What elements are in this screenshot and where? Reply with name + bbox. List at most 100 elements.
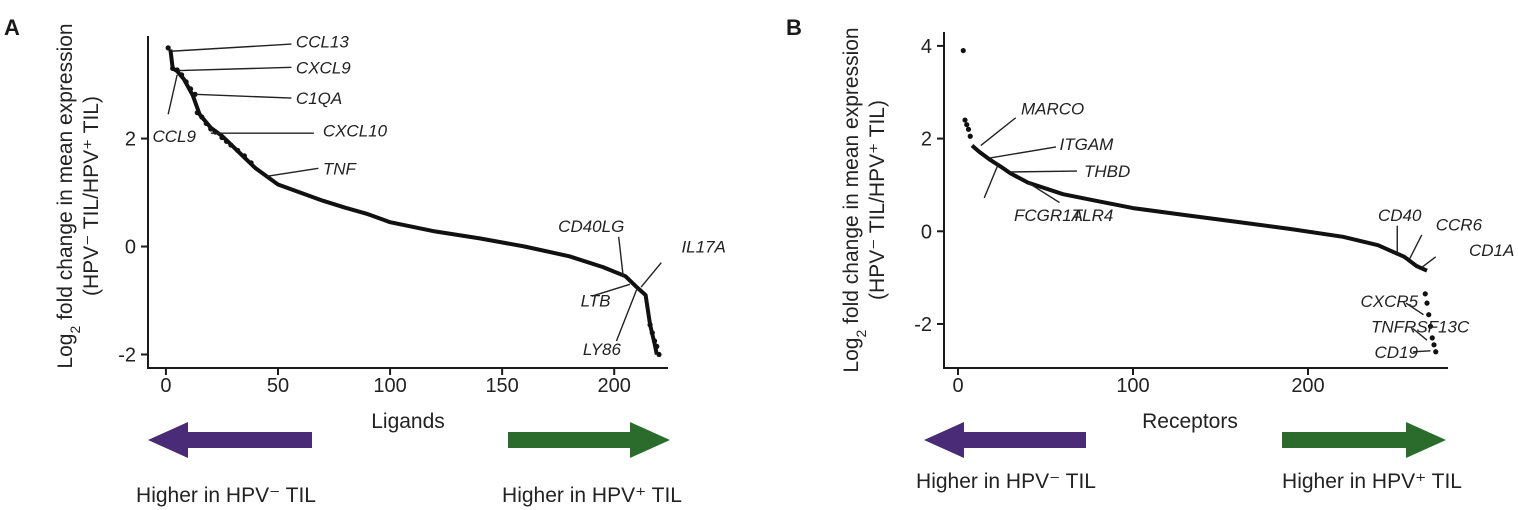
data-point: [967, 133, 973, 139]
data-point: [203, 120, 209, 127]
data-point: [1422, 291, 1428, 297]
annotation-label-ltb: LTB: [581, 292, 611, 311]
y-tick-label: 4: [921, 36, 932, 58]
y-tick-label: 2: [125, 129, 136, 151]
annotation-label-tnfrsf13c: TNFRSF13C: [1371, 317, 1470, 336]
annotation-leader-itgam: [989, 146, 1057, 159]
annotation-label-tnf: TNF: [323, 159, 358, 178]
data-point: [649, 330, 655, 336]
panel-b-left-caption: Higher in HPV⁻ TIL: [916, 470, 1096, 493]
panel-b-left-arrow: [924, 422, 1086, 458]
panel-a-right-caption: Higher in HPV⁺ TIL: [502, 484, 682, 507]
data-point: [235, 147, 241, 154]
panel-b-x-ticks: 0 100 200: [952, 368, 1325, 397]
annotation-label-cd19: CD19: [1375, 343, 1419, 362]
annotation-leader-tnf: [266, 167, 319, 178]
annotation-label-ccr6: CCR6: [1436, 215, 1483, 234]
panel-b-x-axis-title: Receptors: [1142, 410, 1238, 433]
panel-a-left-arrow: [148, 422, 312, 458]
data-point: [965, 126, 972, 132]
annotation-label-il17a: IL17A: [681, 238, 725, 257]
data-point: [647, 322, 653, 328]
data-point: [174, 67, 180, 73]
panel-a-y-ticks: -2 0 2: [118, 129, 148, 367]
x-tick-label: 200: [598, 375, 631, 397]
y-tick-label: 0: [921, 221, 932, 243]
data-point: [219, 134, 225, 141]
data-point: [179, 72, 185, 78]
x-tick-label: 0: [160, 375, 171, 397]
annotation-label-ccl9: CCL9: [152, 127, 196, 146]
panel-a-points: [165, 45, 662, 358]
panel-a-axes: [147, 36, 668, 369]
annotation-leader-ccl13: [172, 43, 292, 52]
annotation-leader-cd19: [1412, 350, 1431, 353]
annotation-label-ccl13: CCL13: [296, 32, 349, 51]
y-tick-label: 2: [921, 129, 932, 151]
panel-b: B -2 0 2 4 0 100 200 MARCO ITGAM THBD FCGR1ATLR4…: [786, 15, 1514, 493]
panel-a-annotations: CCL13 CXCL9 C1QA CCL9 CXCL10 TNF CD40LG IL17A LT…: [152, 32, 725, 359]
panel-b-right-caption: Higher in HPV⁺ TIL: [1282, 470, 1462, 493]
panel-a-y-axis-title-line2: (HPV⁻ TIL/HPV⁺ TIL): [80, 96, 103, 296]
panel-letter-a: A: [4, 15, 20, 40]
data-point: [964, 122, 970, 128]
annotation-label-cxcr5: CXCR5: [1361, 292, 1419, 311]
data-point: [228, 142, 234, 148]
data-point: [654, 343, 660, 350]
annotation-leader-fcgr1a: [983, 163, 999, 199]
annotation-label-ly86: LY86: [583, 340, 622, 359]
annotation-label-thbd: THBD: [1084, 162, 1130, 181]
data-point: [248, 160, 254, 166]
data-point: [165, 45, 171, 51]
x-tick-label: 100: [1116, 375, 1149, 397]
annotation-leader-cd40lg: [617, 236, 624, 277]
data-point: [170, 65, 176, 71]
data-point: [1431, 342, 1437, 348]
panel-a-x-axis-title: Ligands: [371, 410, 445, 433]
panel-a-ranked-curve: [168, 49, 659, 355]
annotation-label-cd40lg: CD40LG: [558, 217, 624, 236]
data-point: [208, 126, 214, 132]
panel-b-axes: [943, 32, 1448, 369]
panel-a-y-axis-title-line1: Log2 fold change in mean expression: [54, 23, 83, 368]
data-point: [962, 117, 968, 123]
x-tick-label: 200: [1291, 375, 1324, 397]
panel-b-y-ticks: -2 0 2 4: [914, 36, 944, 336]
annotation-label-tlr4: TLR4: [1072, 206, 1114, 225]
data-point: [223, 138, 230, 144]
panel-a: A -2 0 2 0 50 100 150 200 CCL13 CXCL9 C1QA CCL9 CX…: [4, 15, 726, 507]
panel-b-points: [960, 47, 1439, 355]
data-point: [1426, 312, 1432, 318]
data-point: [1429, 335, 1435, 341]
y-tick-label: 0: [125, 237, 136, 259]
data-point: [1427, 323, 1434, 329]
annotation-leader-tnfrsf13c: [1412, 328, 1428, 341]
annotation-leader-thbd: [1010, 170, 1078, 173]
annotation-label-cxcl10: CXCL10: [323, 121, 388, 140]
annotation-leader-ltb: [591, 283, 631, 297]
data-point: [651, 338, 658, 344]
annotation-leader-cxcl9: [179, 66, 292, 72]
data-point: [187, 86, 194, 92]
annotation-leader-marco: [980, 117, 1017, 147]
data-point: [212, 129, 218, 135]
annotation-leader-ccl9: [167, 74, 178, 115]
x-tick-label: 150: [485, 375, 518, 397]
data-point: [199, 114, 205, 120]
annotation-label-cd1a: CD1A: [1469, 241, 1514, 260]
annotation-leader-ccr6: [1408, 234, 1423, 260]
annotation-leader-cxcr5: [1405, 302, 1424, 316]
annotation-label-marco: MARCO: [1021, 99, 1084, 118]
x-tick-label: 0: [952, 375, 963, 397]
annotation-leader-cd1a: [1421, 256, 1437, 268]
y-tick-label: -2: [118, 345, 136, 367]
annotation-leader-ly86: [615, 289, 638, 342]
data-point: [194, 110, 200, 116]
data-point: [960, 47, 966, 54]
annotation-label-cd40: CD40: [1378, 206, 1422, 225]
data-point: [1424, 300, 1430, 306]
panel-a-x-ticks: 0 50 100 150 200: [160, 368, 631, 397]
data-point: [183, 79, 189, 85]
